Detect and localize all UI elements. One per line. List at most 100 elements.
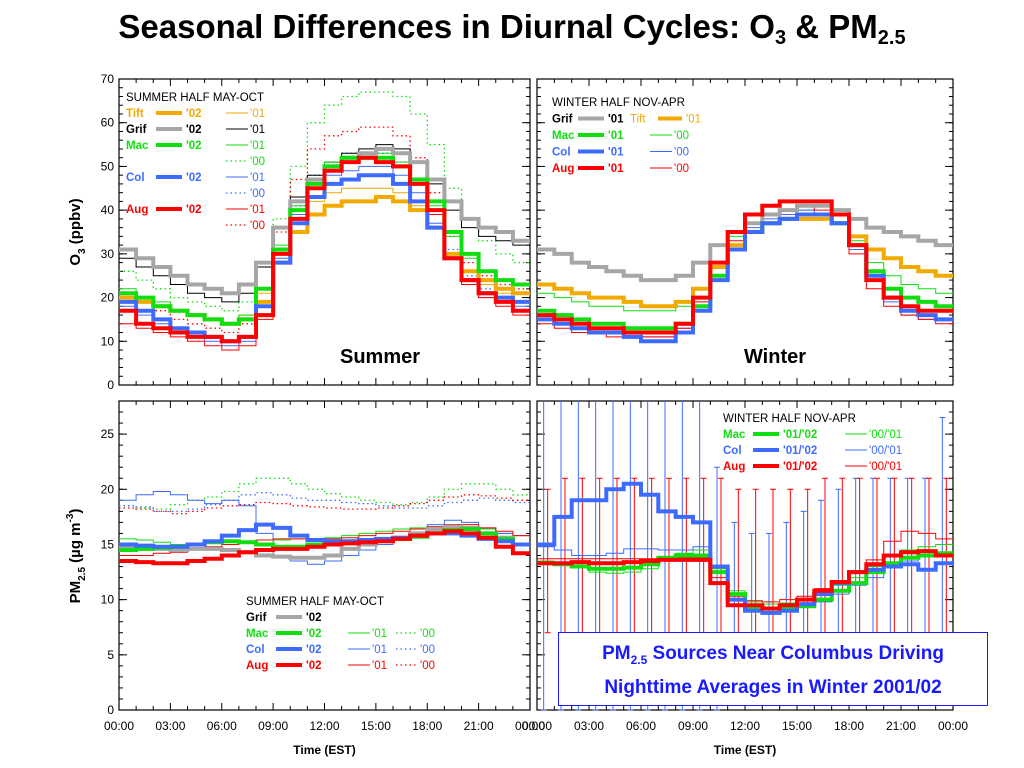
legend-site: Aug (126, 204, 148, 216)
y-tick-label: 70 (101, 72, 115, 86)
legend-site: Grif (126, 124, 147, 136)
legend-thin-label: '01 (250, 140, 265, 152)
y-tick-label: 10 (101, 593, 115, 607)
legend-extra-site: Tift (630, 114, 646, 126)
o3-y-axis-label: O3 (ppbv) (67, 198, 88, 265)
y-tick-label: 0 (107, 703, 114, 717)
x-tick-label: 06:00 (207, 719, 237, 733)
panel-frame-o3_summer (118, 78, 531, 386)
y-tick-label: 50 (101, 159, 115, 173)
y-tick-label: 60 (101, 116, 115, 130)
x-tick-label: 00:00 (104, 719, 134, 733)
legend-thick-label: '02 (306, 644, 322, 656)
legend-thin-label: '00/'01 (869, 461, 902, 473)
legend-thin-label: '01 (250, 172, 265, 184)
legend-site: Mac (723, 429, 746, 441)
legend-site: Col (246, 644, 265, 656)
y-tick-label: 20 (101, 482, 115, 496)
legend-dotted-label: '00 (250, 188, 265, 200)
pm-label-close: ) (67, 509, 84, 514)
legend-thin-label: '00 (674, 147, 689, 159)
x-tick-label: 09:00 (258, 719, 288, 733)
x-axis-label: Time (EST) (714, 743, 776, 757)
columbus-callout: PM2.5 Sources Near Columbus Driving Nigh… (558, 632, 988, 706)
legend-thick-label: '01 (608, 147, 624, 159)
legend-thick-label: '01 (608, 114, 624, 126)
legend-site: Col (552, 147, 571, 159)
legend-title: WINTER HALF NOV-APR (723, 413, 856, 425)
legend-thin-label: '01 (250, 124, 265, 136)
x-tick-label: 00:00 (522, 719, 552, 733)
legend-title: SUMMER HALF MAY-OCT (126, 92, 264, 104)
x-tick-label: 15:00 (361, 719, 391, 733)
x-tick-label: 15:00 (782, 719, 812, 733)
series-line-mac-02 (119, 155, 530, 326)
page-title: Seasonal Differences in Diurnal Cycles: … (118, 8, 906, 49)
y-tick-label: 25 (101, 427, 115, 441)
o3-label-main: O (67, 254, 84, 266)
legend-thick-label: '02 (306, 628, 322, 640)
y-tick-label: 40 (101, 203, 115, 217)
legend-title: WINTER HALF NOV-APR (552, 97, 685, 109)
y-tick-label: 15 (101, 537, 115, 551)
legend-site: Aug (246, 660, 268, 672)
x-tick-label: 21:00 (886, 719, 916, 733)
y-tick-label: 0 (107, 378, 114, 392)
legend-dotted-label: '00 (250, 156, 265, 168)
legend-thin-label: '01 (250, 204, 265, 216)
legend-thick-label: '02 (186, 172, 202, 184)
x-tick-label: 12:00 (730, 719, 760, 733)
legend-thin-label: '00 (674, 163, 689, 175)
o3-label-sub: 3 (77, 248, 88, 254)
legend-site: Mac (246, 628, 269, 640)
series-line-tift-02 (119, 195, 530, 326)
series-line-col-01-02 (537, 481, 953, 615)
legend-thick-label: '02 (186, 108, 202, 120)
y-tick-label: 30 (101, 247, 115, 261)
legend-thick-label: '01 (608, 163, 624, 175)
legend-extra-label: '01 (686, 114, 701, 126)
series-line-aug-00-01 (537, 530, 953, 603)
series-line-mac-00 (119, 91, 530, 312)
pm-y-axis-text: PM2.5 (µg m-3) (65, 509, 88, 604)
series-line-col-01 (119, 491, 530, 565)
legend-site: Mac (126, 140, 149, 152)
x-tick-label: 03:00 (155, 719, 185, 733)
series-line-mac-00 (119, 477, 530, 510)
legend-thick-label: '02 (306, 660, 322, 672)
x-tick-label: 18:00 (412, 719, 442, 733)
series-line-aug-01-02 (537, 549, 953, 611)
series-line-aug-00 (119, 494, 530, 515)
pm-label-sup: -3 (65, 513, 76, 522)
legend-thick-label: '02 (306, 612, 322, 624)
x-tick-label: 06:00 (626, 719, 656, 733)
legend-thick-label: '01/'02 (783, 461, 817, 473)
legend-thin-label: '00 (674, 130, 689, 142)
legend-dotted-label: '00 (250, 220, 265, 232)
pm-label-unit: (µg m (67, 523, 84, 567)
x-tick-label: 03:00 (574, 719, 604, 733)
legend-site: Col (126, 172, 145, 184)
x-tick-label: 00:00 (515, 719, 545, 733)
y-tick-label: 20 (101, 291, 115, 305)
legend-thick-label: '02 (186, 124, 202, 136)
legend-thick-label: '02 (186, 204, 202, 216)
series-line-col-00 (119, 491, 530, 513)
legend-site: Mac (552, 130, 575, 142)
x-tick-label: 18:00 (834, 719, 864, 733)
legend-title: SUMMER HALF MAY-OCT (246, 596, 384, 608)
legend-thick-label: '01 (608, 130, 624, 142)
x-tick-label: 00:00 (938, 719, 968, 733)
pm-label-main: PM (67, 581, 84, 604)
legend-site: Grif (246, 612, 267, 624)
summer-panel-label: Summer (340, 346, 420, 368)
series-line-aug-01 (537, 199, 953, 335)
legend-dotted-label: '00 (420, 628, 435, 640)
x-tick-label: 21:00 (464, 719, 494, 733)
legend-site: Tift (126, 108, 144, 120)
series-line-aug-00 (119, 126, 530, 334)
legend-thin-label: '01 (372, 644, 387, 656)
legend-thin-label: '01 (372, 660, 387, 672)
legend-thin-label: '01 (250, 108, 265, 120)
